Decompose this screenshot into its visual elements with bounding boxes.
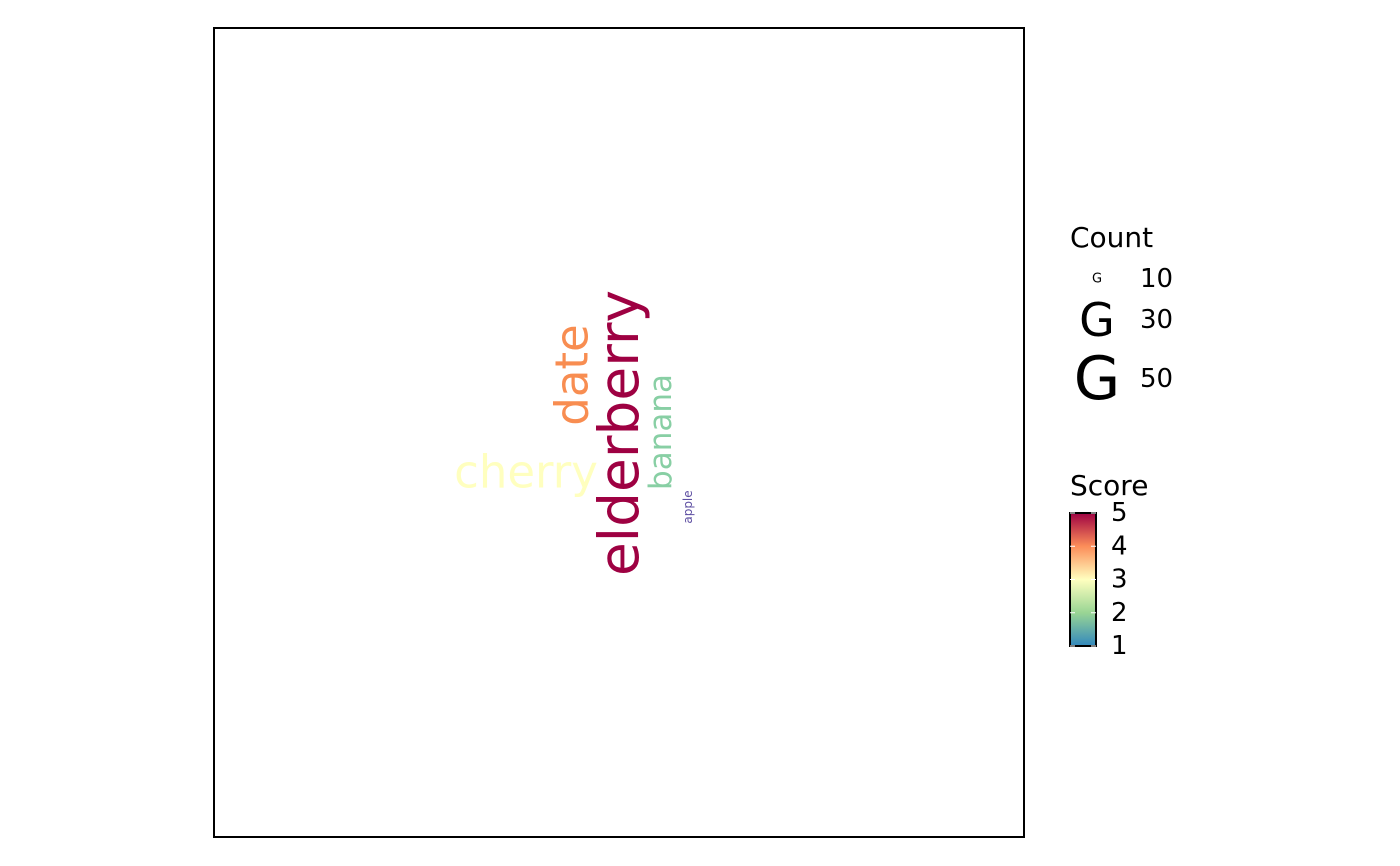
color-legend: Score 123 45 xyxy=(1069,469,1148,661)
word-cherry: cherry xyxy=(454,446,598,499)
word-apple: apple xyxy=(681,490,695,523)
size-legend-label: 50 xyxy=(1140,364,1173,394)
color-legend-label: 2 xyxy=(1111,598,1128,628)
color-legend-label: 4 xyxy=(1111,531,1128,561)
color-legend-title: Score xyxy=(1070,469,1148,502)
color-legend-label: 5 xyxy=(1111,498,1128,528)
word-date: date xyxy=(546,324,599,425)
size-legend-title: Count xyxy=(1070,221,1153,254)
plot-panel xyxy=(213,27,1025,838)
color-legend-label: 3 xyxy=(1111,565,1128,595)
size-legend: Count G 10 G 30 G 50 xyxy=(1070,221,1173,414)
color-legend-label: 1 xyxy=(1111,631,1128,661)
size-legend-glyph: G xyxy=(1079,293,1115,347)
size-legend-glyph: G xyxy=(1074,344,1121,414)
size-legend-glyph: G xyxy=(1092,272,1102,287)
word-elderberry: elderberry xyxy=(587,290,651,576)
word-banana: banana xyxy=(643,374,679,490)
size-legend-label: 10 xyxy=(1140,264,1173,294)
size-legend-label: 30 xyxy=(1140,305,1173,335)
